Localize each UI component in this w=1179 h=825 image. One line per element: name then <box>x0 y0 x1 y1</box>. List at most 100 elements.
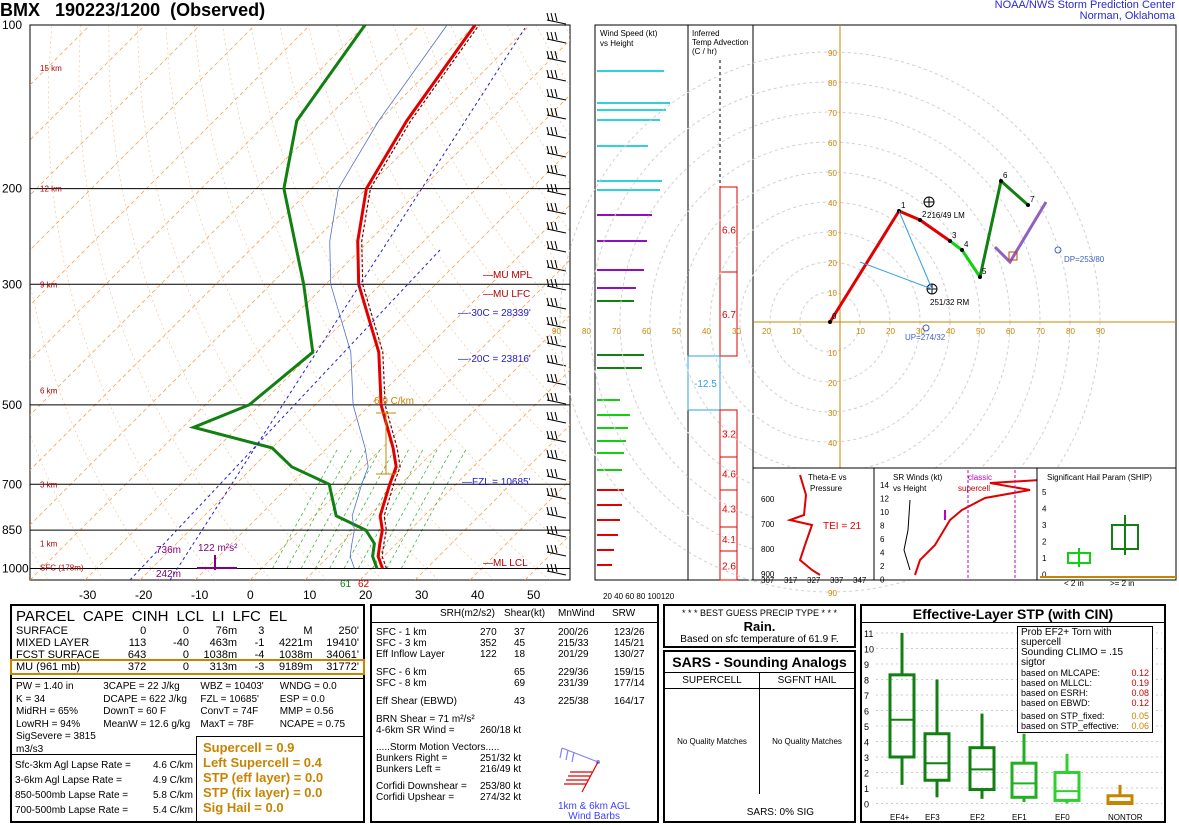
advection-value: 3.2 <box>722 430 736 441</box>
srw-ytick: 6 <box>880 535 885 544</box>
wind-speed-title: Wind Speed (kt) <box>600 29 658 38</box>
ship-ytick: 1 <box>1042 554 1047 563</box>
wind-barb-flag <box>550 126 554 136</box>
table-row: SURFACE 0 0 76m 3 M 250' <box>16 625 359 637</box>
hodo-tick: 90 <box>552 327 561 336</box>
hodo-tick: 20 <box>828 379 837 388</box>
hodo-tick: 90 <box>828 589 837 598</box>
height-label: 9 km <box>40 280 58 289</box>
wind-barb-flag <box>550 392 554 402</box>
mixing-line <box>315 447 382 569</box>
hodo-tick: 10 <box>856 327 865 336</box>
theta-ytick: 600 <box>761 495 775 504</box>
kinematics-panel: SRH(m2/s2) Shear(kt) MnWind SRW SFC - 1 km 2… <box>370 604 659 823</box>
stp-ytick: 6 <box>864 707 869 717</box>
storm-motion-label: 251/32 RM <box>930 298 969 307</box>
wind-barb-flag <box>554 316 558 326</box>
advection-value: 2.6 <box>722 562 736 573</box>
wind-barb <box>546 551 567 557</box>
wind-barb <box>546 76 567 82</box>
hodo-point <box>960 248 964 252</box>
wind-barb-flag <box>546 202 550 212</box>
theta-xtick: 317 <box>784 576 798 585</box>
stp-ytick: 2 <box>864 769 869 779</box>
wind-barb-flag <box>550 506 554 516</box>
srw-trace <box>903 499 911 571</box>
stp-category: EF4+ <box>890 813 910 822</box>
mixing-line <box>272 447 339 569</box>
wind-barb-flag <box>550 164 554 174</box>
height-label: 12 km <box>40 185 62 194</box>
wind-barb <box>546 285 567 291</box>
svg-text:>= 2 in: >= 2 in <box>1110 579 1134 588</box>
wind-barb-flag <box>550 50 554 60</box>
wind-barb-flag <box>546 126 550 136</box>
wind-barb <box>546 399 567 405</box>
stp-category: EF2 <box>970 813 985 822</box>
svg-text:(C / hr): (C / hr) <box>692 47 717 56</box>
wind-barb-flag <box>554 297 558 307</box>
height-label: 1 km <box>40 540 58 549</box>
wind-barb-flag <box>550 354 554 364</box>
wind-speed-panel: Wind Speed (kt) vs Height 20 40 60 80 10… <box>594 24 689 601</box>
svg-text:supercell: supercell <box>958 484 990 493</box>
wind-barb <box>546 323 567 329</box>
wind-barb-flag <box>554 468 558 478</box>
temp-tick-label: 30 <box>415 588 429 602</box>
wind-barb-flag <box>546 278 550 288</box>
wind-barb <box>546 57 567 63</box>
wind-barb-flag <box>554 354 558 364</box>
height-label: 15 km <box>40 64 62 73</box>
hodo-trace <box>993 201 1048 265</box>
wind-barb <box>546 266 567 272</box>
svg-text:< 2 in: < 2 in <box>1064 579 1084 588</box>
table-row: SFC - 8 km 69 231/39 177/14 <box>376 678 645 689</box>
bulk-shear-marker <box>1008 251 1018 261</box>
wetbulb-trace <box>329 25 448 569</box>
dry-adiabat <box>136 25 383 580</box>
wind-barb-flag <box>546 297 550 307</box>
hodo-tick: 30 <box>916 327 925 336</box>
hodo-tick: 70 <box>828 109 837 118</box>
table-row: SFC - 6 km 65 229/36 159/15 <box>376 667 645 678</box>
dry-adiabat <box>336 25 570 415</box>
isotherm <box>30 25 366 361</box>
svg-text:Significant Hail Param (SHIP): Significant Hail Param (SHIP) <box>1047 473 1152 482</box>
sfc-t: 62 <box>358 579 370 590</box>
stp-ytick: 10 <box>864 645 874 655</box>
wind-barb <box>546 152 567 158</box>
hodo-point-label: 5 <box>982 267 987 276</box>
srw-ytick: 8 <box>880 522 885 531</box>
dry-adiabat <box>250 25 570 551</box>
pressure-label: 100 <box>2 18 22 32</box>
svg-text:Temp Advection: Temp Advection <box>692 38 748 47</box>
wind-barbs-column <box>546 12 567 576</box>
indices-block: PW = 1.40 in K = 34 MidRH = 65% LowRH = 94%… <box>16 681 346 755</box>
wind-barb <box>546 114 567 120</box>
wind-barb-flag <box>554 335 558 345</box>
stp-ytick: 3 <box>864 753 869 763</box>
pressure-label: 200 <box>2 182 22 196</box>
wind-barb-flag <box>554 240 558 250</box>
wind-barb-flag <box>550 316 554 326</box>
mixing-line <box>286 447 353 569</box>
pressure-label: 850 <box>2 523 22 537</box>
mixing-line <box>400 447 468 569</box>
wind-barb-flag <box>546 487 550 497</box>
isotherm <box>249 259 570 580</box>
wind-barb-flag <box>554 487 558 497</box>
ship-ytick: 4 <box>1042 505 1047 514</box>
wind-barb-flag <box>554 259 558 269</box>
theta-ytick: 700 <box>761 520 775 529</box>
theta-xtick: 347 <box>853 576 867 585</box>
hodo-tick: 60 <box>1006 327 1015 336</box>
ship-ytick: 0 <box>1042 571 1047 580</box>
srw-ytick: 10 <box>880 508 889 517</box>
svg-text:Inferred: Inferred <box>692 29 720 38</box>
svg-text:vs Height: vs Height <box>600 39 634 48</box>
hodo-tick: 90 <box>828 49 837 58</box>
dp-marker <box>1054 246 1062 254</box>
wind-barb-flag <box>554 430 558 440</box>
stp-probability-box: Prob EF2+ Torn with supercell Sounding C… <box>1017 626 1153 733</box>
